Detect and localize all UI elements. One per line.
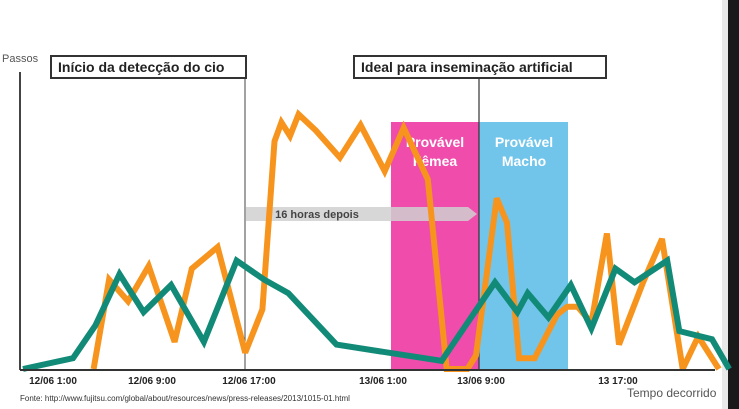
x-tick-label: 12/06 17:00 [222,376,276,387]
delay-arrow [246,207,477,221]
source-citation: Fonte: http://www.fujitsu.com/global/abo… [20,394,350,403]
x-tick-label: 13/06 1:00 [359,376,407,387]
x-tick-label: 13 17:00 [598,376,638,387]
start-detection-callout: Início da detecção do cio [50,55,247,79]
series-line-2 [22,255,732,372]
right-edge-light [722,0,728,409]
ideal-insemination-callout: Ideal para inseminação artificial [353,55,607,79]
band-male-label-1: Provável [495,134,553,150]
band-female-label-1: Provável [406,134,464,150]
x-tick-label: 13/06 9:00 [457,376,505,387]
x-tick-label: 12/06 1:00 [29,376,77,387]
band-male-label-2: Macho [502,153,546,169]
x-tick-label: 12/06 9:00 [128,376,176,387]
x-axis-title: Tempo decorrido [627,386,717,400]
tick-layer: 12/06 1:00 12/06 9:00 12/06 17:00 13/06 1:0… [29,376,638,387]
series-layer [22,109,732,372]
series-line-1 [90,109,722,372]
right-edge-border [728,0,739,409]
delay-arrow-label: 16 horas depois [275,209,359,221]
y-axis-title: Passos [2,53,39,65]
